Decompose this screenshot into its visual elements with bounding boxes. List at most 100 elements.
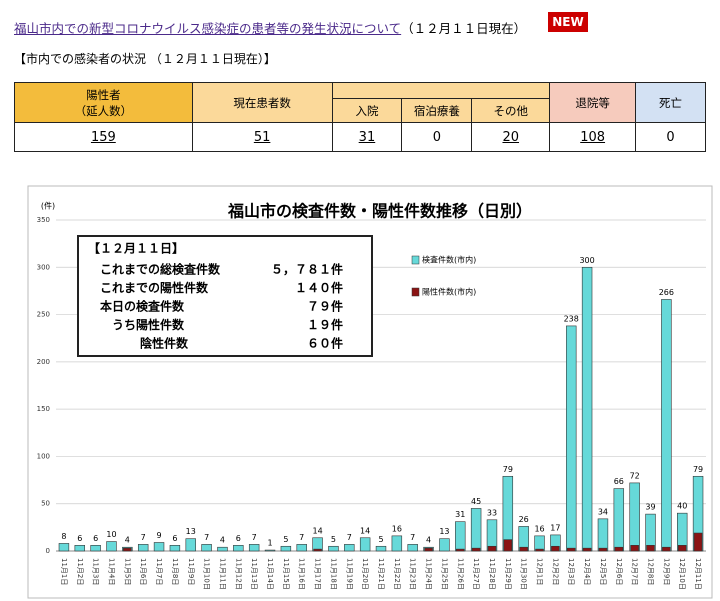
x-tick-label: 11月23日 <box>409 558 417 590</box>
data-label: 7 <box>410 533 415 542</box>
data-label: 7 <box>299 533 304 542</box>
data-label: 5 <box>331 535 336 544</box>
bar <box>662 546 671 552</box>
header-cell: その他 <box>471 98 551 123</box>
data-label: 79 <box>503 465 513 474</box>
data-label: 26 <box>519 515 529 524</box>
header-cell: 死亡 <box>635 82 706 123</box>
y-tick-label: 200 <box>37 358 50 366</box>
x-tick-label: 12月10日 <box>678 558 686 590</box>
y-axis-label: (件) <box>41 201 55 211</box>
bar <box>630 545 639 552</box>
data-label: 16 <box>392 524 402 533</box>
x-tick-label: 11月20日 <box>361 558 369 590</box>
value-cell: 0 <box>401 122 473 152</box>
bar <box>471 547 481 552</box>
annotation-label: うち陽性件数 <box>112 317 185 332</box>
bar <box>470 508 482 552</box>
chart-frame <box>27 185 713 599</box>
header-date: （１２月１１日現在） <box>401 21 527 36</box>
bar <box>233 545 244 552</box>
bar <box>264 549 276 552</box>
bar <box>344 544 355 552</box>
bar <box>424 547 433 552</box>
y-tick-label: 300 <box>37 263 50 271</box>
x-tick-label: 11月14日 <box>266 558 274 590</box>
x-tick-label: 12月7日 <box>631 558 639 585</box>
x-tick-label: 11月2日 <box>76 558 84 585</box>
legend-swatch <box>411 255 420 265</box>
header-cell <box>331 82 551 99</box>
value-cell[interactable]: 31 <box>331 122 403 152</box>
legend-label: 検査件数(市内) <box>422 255 476 265</box>
value-cell[interactable]: 51 <box>191 122 333 152</box>
x-tick-label: 11月5日 <box>123 558 131 585</box>
bar <box>248 544 260 552</box>
data-label: 66 <box>614 477 624 486</box>
x-tick-label: 11月6日 <box>139 558 147 585</box>
x-tick-label: 11月13日 <box>250 558 258 590</box>
data-label: 40 <box>677 502 687 511</box>
bar <box>646 545 655 552</box>
data-label: 14 <box>360 526 370 535</box>
bar <box>581 266 593 552</box>
value-cell[interactable]: 159 <box>14 122 193 152</box>
data-label: 34 <box>598 507 608 516</box>
x-tick-label: 12月2日 <box>551 558 559 585</box>
x-tick-label: 11月30日 <box>520 558 528 590</box>
data-label: 9 <box>157 531 162 540</box>
x-tick-label: 12月11日 <box>694 558 702 590</box>
legend-swatch <box>411 287 420 297</box>
bar <box>359 537 371 552</box>
y-tick-label: 100 <box>37 452 50 460</box>
bar <box>613 488 625 552</box>
header-cell: 陽性者 （延人数） <box>14 82 193 123</box>
header: 福山市内での新型コロナウイルス感染症の患者等の発生状況について（１２月１１日現在… <box>14 18 526 37</box>
x-tick-label: 12月5日 <box>599 558 607 585</box>
x-tick-label: 11月28日 <box>488 558 496 590</box>
bar <box>217 546 228 552</box>
data-label: 79 <box>693 465 703 474</box>
status-table: 陽性者 （延人数） 現在患者数 退院等 死亡 入院 宿泊療養 その他 159 51… <box>14 82 706 152</box>
data-label: 5 <box>283 535 288 544</box>
x-tick-label: 12月4日 <box>583 558 591 585</box>
data-label: 7 <box>204 533 209 542</box>
x-tick-label: 11月26日 <box>456 558 464 590</box>
legend-label: 陽性件数(市内) <box>422 287 476 297</box>
annotation-label: 陰性件数 <box>140 336 189 351</box>
value-cell: 0 <box>635 122 706 152</box>
value-cell[interactable]: 20 <box>471 122 551 152</box>
bar <box>535 548 544 552</box>
bar <box>503 539 513 552</box>
bar <box>407 544 418 552</box>
x-tick-label: 11月4日 <box>107 558 115 585</box>
bar <box>90 545 101 552</box>
x-tick-label: 11月17日 <box>314 558 322 590</box>
value-cell[interactable]: 108 <box>549 122 637 152</box>
bar <box>677 545 687 552</box>
data-label: 31 <box>455 510 465 519</box>
data-label: 14 <box>312 526 322 535</box>
header-cell: 入院 <box>331 98 403 123</box>
data-label: 33 <box>487 508 497 517</box>
x-tick-label: 11月21日 <box>377 558 385 590</box>
bar <box>614 546 624 552</box>
annotation-value: １９件 <box>307 317 343 332</box>
data-label: 4 <box>125 536 130 545</box>
section-title: 【市内での感染者の状況 （１２月１１日現在）】 <box>14 52 276 66</box>
bar <box>566 547 576 552</box>
y-tick-label: 0 <box>46 547 50 555</box>
annotation-value: ７９件 <box>307 299 343 314</box>
data-label: 6 <box>77 534 82 543</box>
bar <box>456 548 465 552</box>
bar <box>375 545 387 552</box>
x-tick-label: 11月19日 <box>345 558 353 590</box>
header-link[interactable]: 福山市内での新型コロナウイルス感染症の患者等の発生状況について <box>14 21 402 36</box>
bar <box>534 535 545 552</box>
data-label: 7 <box>347 533 352 542</box>
data-label: 1 <box>267 539 272 548</box>
data-label: 8 <box>61 532 66 541</box>
bar <box>137 544 149 552</box>
